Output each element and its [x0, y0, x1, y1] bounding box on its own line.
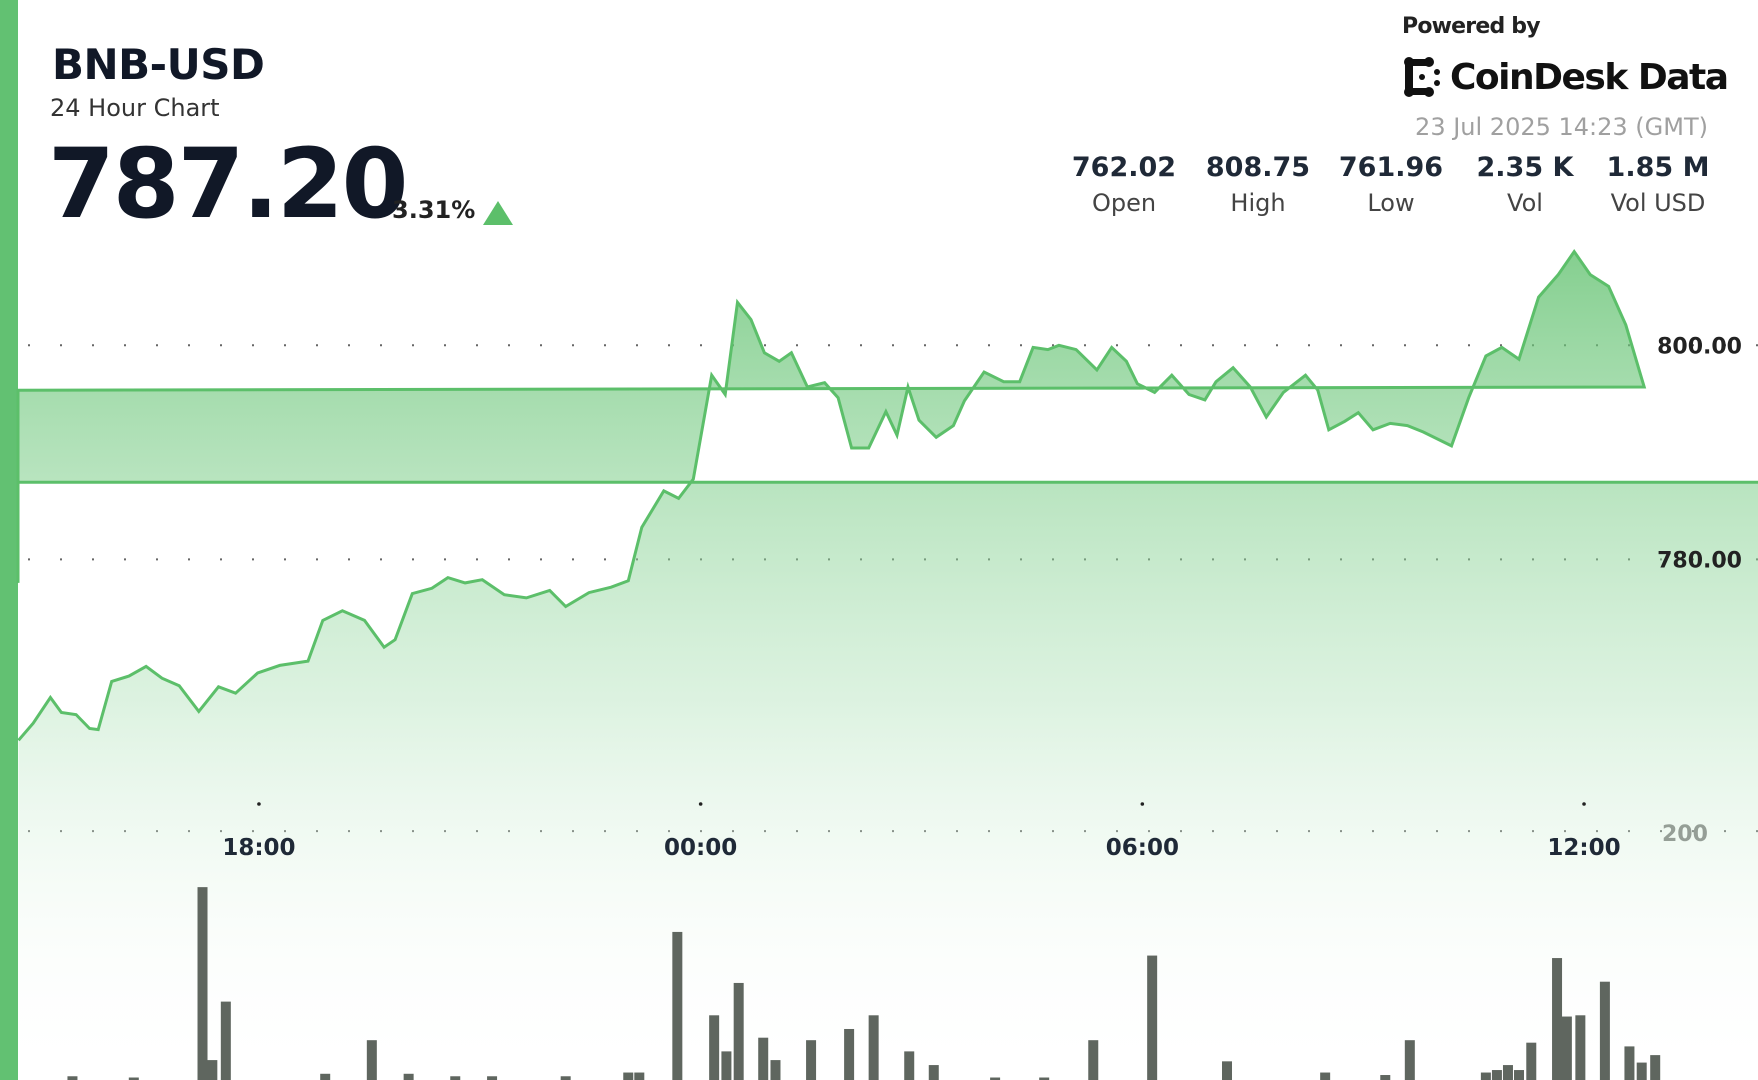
change-percent: 3.31% [392, 196, 476, 224]
symbol-title: BNB-USD [52, 40, 265, 89]
stat-label: Vol [1507, 189, 1543, 217]
volume-bar [758, 1037, 769, 1080]
price-line [16, 248, 1758, 742]
volume-bar [672, 931, 683, 1080]
stat-low: 761.96 Low [1321, 152, 1461, 217]
volume-bar [320, 1073, 331, 1080]
volume-bar [806, 1040, 817, 1080]
volume-bar [623, 1072, 634, 1080]
stat-label: Open [1091, 189, 1157, 217]
volume-bar [1480, 1072, 1491, 1080]
current-price: 787.20 [48, 128, 408, 240]
coindesk-logo-icon [1404, 57, 1440, 97]
stat-value: 2.35 K [1476, 152, 1574, 183]
coindesk-logo: CoinDesk Data [1402, 56, 1729, 98]
stat-value: 1.85 M [1606, 152, 1710, 183]
volume-bar [1222, 1061, 1233, 1080]
stat-value: 762.02 [1071, 152, 1177, 183]
volume-bar [904, 1051, 915, 1080]
volume-bar [450, 1076, 461, 1080]
volume-bar [990, 1077, 1001, 1080]
stat-label: Low [1367, 189, 1415, 217]
volume-bar [1650, 1055, 1661, 1080]
volume-bar [403, 1073, 414, 1080]
stat-vol-usd: 1.85 M Vol USD [1588, 152, 1728, 217]
price-area [18, 251, 1758, 1080]
volume-bar [366, 1040, 377, 1080]
volume-bar [770, 1060, 781, 1080]
volume-bar [1147, 955, 1158, 1080]
volume-bar [1526, 1042, 1537, 1080]
volume-bar [1039, 1077, 1050, 1080]
volume-bar [1491, 1070, 1502, 1080]
volume-bar [1552, 958, 1563, 1080]
y-tick-label: 800.00 [1657, 334, 1742, 359]
x-tick-mark [257, 802, 261, 806]
volume-bar [1561, 1016, 1572, 1080]
volume-bar [709, 1015, 720, 1080]
volume-bar [733, 982, 744, 1080]
volume-bar [1514, 1070, 1525, 1080]
stat-value: 761.96 [1338, 152, 1444, 183]
volume-bar [1404, 1040, 1415, 1080]
x-tick-mark [698, 802, 703, 806]
volume-bar [1575, 1015, 1586, 1080]
volume-bar [487, 1076, 498, 1080]
volume-bar [220, 1001, 231, 1080]
volume-bar [928, 1065, 939, 1080]
volume-bar [721, 1051, 732, 1080]
volume-bar [560, 1076, 571, 1080]
stat-open: 762.02 Open [1054, 152, 1194, 217]
volume-bar [1380, 1075, 1391, 1080]
volume-bar [1599, 981, 1610, 1080]
stat-vol: 2.35 K Vol [1455, 152, 1595, 217]
x-tick-label: 06:00 [1106, 835, 1179, 861]
stat-high: 808.75 High [1188, 152, 1328, 217]
powered-by-label: Powered by [1402, 14, 1541, 39]
timestamp: 23 Jul 2025 14:23 (GMT) [1415, 113, 1708, 141]
stat-value: 808.75 [1205, 152, 1311, 183]
accent-bar [0, 0, 18, 1080]
volume-bar [844, 1028, 855, 1080]
x-tick-label: 18:00 [222, 835, 295, 861]
volume-bar [1624, 1046, 1635, 1080]
x-tick-mark [1582, 802, 1586, 806]
chart-subtitle: 24 Hour Chart [50, 94, 220, 122]
volume-bar [634, 1072, 645, 1080]
volume-bar [1636, 1062, 1647, 1080]
arrow-up-icon [483, 201, 513, 225]
brand-name: CoinDesk Data [1450, 56, 1729, 98]
volume-bar [67, 1076, 78, 1080]
volume-bar [128, 1077, 139, 1080]
volume-bar [868, 1015, 879, 1080]
x-tick-label: 00:00 [664, 835, 737, 861]
stat-label: Vol USD [1610, 189, 1706, 217]
stat-label: High [1230, 189, 1286, 217]
volume-bar [1502, 1065, 1513, 1080]
volume-bar [197, 887, 208, 1080]
volume-bar [207, 1060, 218, 1080]
volume-bar [1088, 1040, 1099, 1080]
x-tick-label: 12:00 [1547, 835, 1620, 861]
x-tick-mark [1140, 802, 1145, 806]
volume-bar [1320, 1072, 1331, 1080]
y-tick-label: 780.00 [1657, 548, 1742, 573]
